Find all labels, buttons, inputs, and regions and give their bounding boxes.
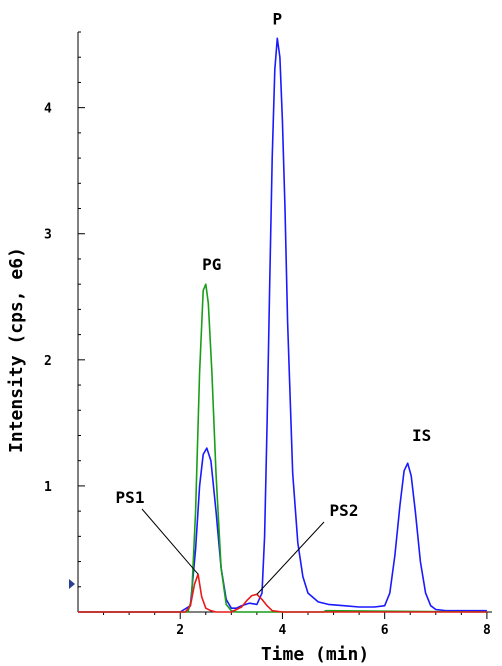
peak-label-pg: PG	[202, 255, 221, 274]
series-line-1	[78, 37, 487, 613]
x-tick-label: 6	[381, 623, 389, 638]
series-line-3	[78, 573, 487, 613]
y-tick-label: 2	[44, 354, 52, 369]
x-ticks: 2 4 6 8	[103, 612, 491, 638]
peak-label-ps2: PS2	[330, 501, 359, 520]
peak-label-is: IS	[412, 426, 431, 445]
leader-line-ps2	[256, 521, 325, 595]
x-tick-label: 4	[279, 623, 287, 638]
series-group	[78, 37, 487, 613]
y-axis-label: Intensity (cps, e6)	[6, 247, 27, 453]
plot-area: 1 2 3 4 2 4 6 8 P PG IS PS1 PS2	[44, 9, 492, 638]
x-tick-label: 8	[483, 623, 491, 638]
peak-label-ps1: PS1	[116, 488, 145, 507]
series-line-2	[78, 283, 487, 613]
y-tick-label: 4	[44, 102, 52, 117]
x-tick-label: 2	[176, 623, 184, 638]
annotations: P PG IS PS1 PS2	[116, 9, 431, 595]
peak-label-p: P	[273, 9, 283, 28]
y-tick-label: 1	[44, 480, 52, 495]
leader-line-ps1	[141, 508, 199, 575]
y-ticks: 1 2 3 4	[44, 31, 85, 588]
x-axis-label: Time (min)	[261, 644, 369, 665]
y-tick-label: 3	[44, 228, 52, 243]
axis-marker-icon	[69, 579, 75, 589]
